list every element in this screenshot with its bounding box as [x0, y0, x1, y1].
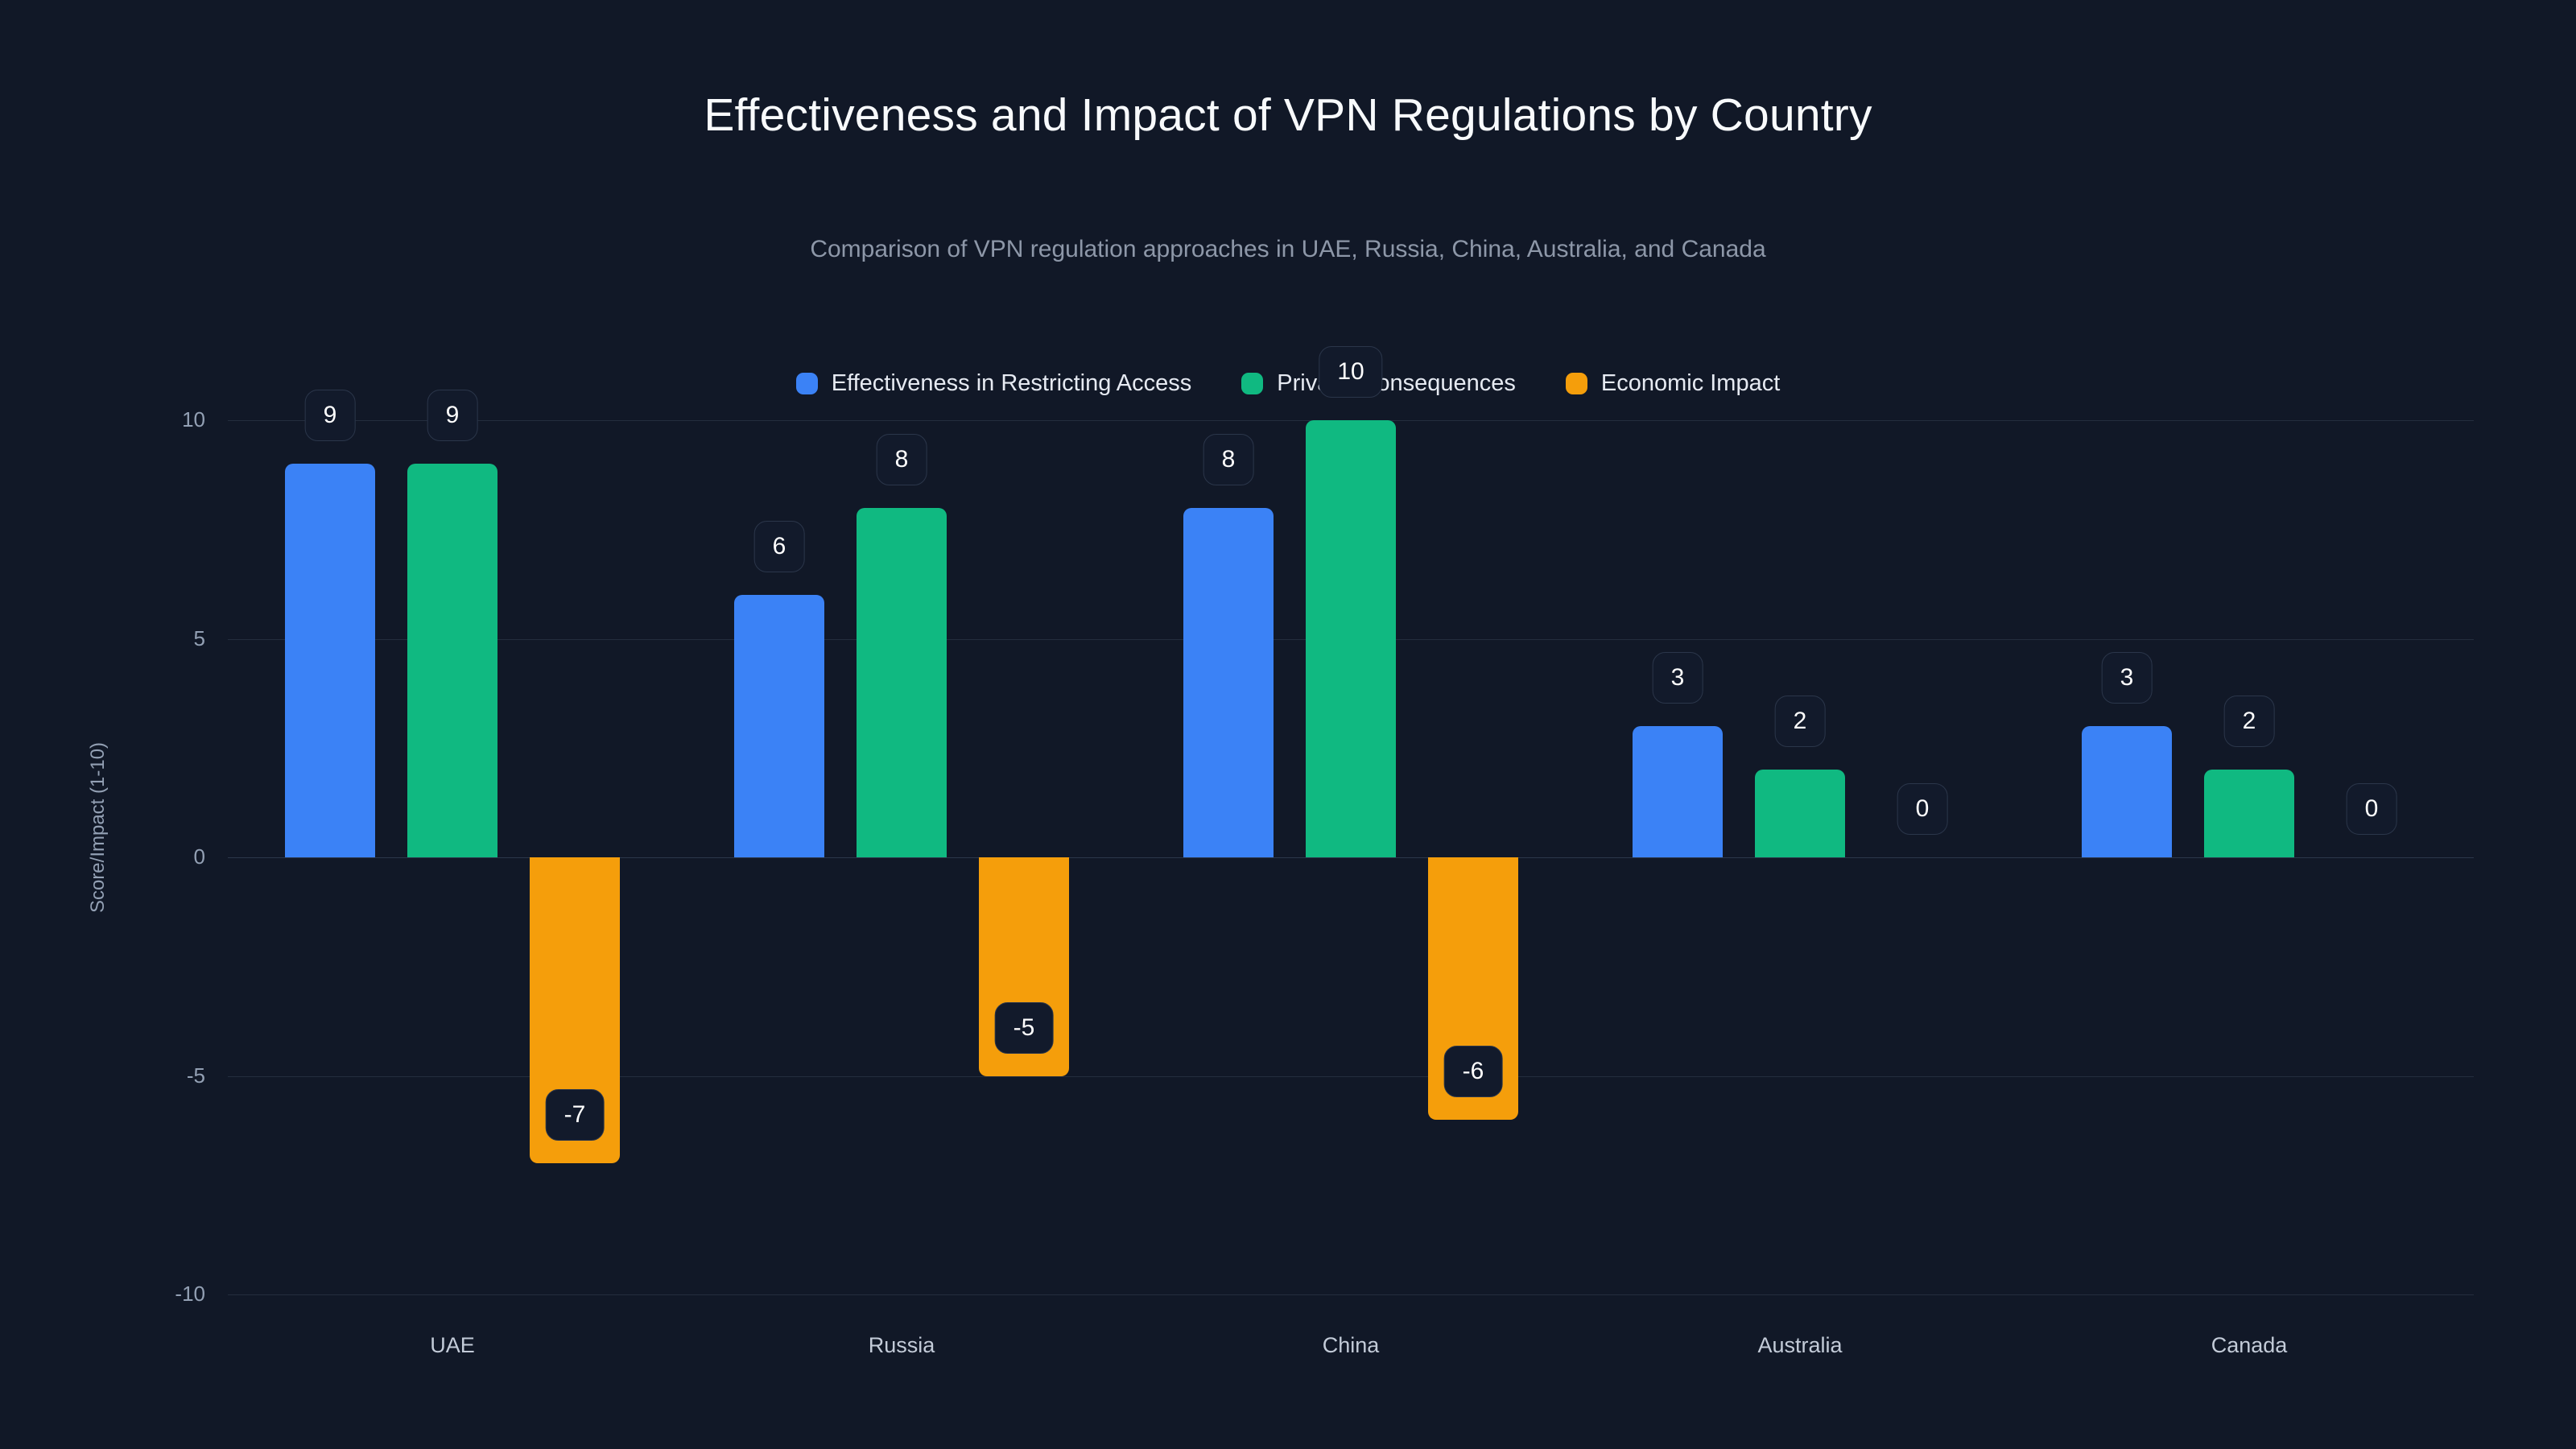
bar-value-label: 9 — [427, 390, 478, 442]
y-axis-tick-label: -10 — [175, 1282, 205, 1306]
bar-value-label: 2 — [1774, 696, 1826, 748]
bar[interactable] — [2204, 770, 2294, 857]
legend-swatch-icon — [1565, 373, 1587, 394]
y-axis-tick-label: -5 — [186, 1063, 205, 1088]
x-axis-category-label: Russia — [868, 1333, 935, 1357]
x-axis-category-label: Australia — [1757, 1333, 1843, 1357]
x-axis-category-label: Canada — [2211, 1333, 2288, 1357]
legend-label: Economic Impact — [1600, 370, 1781, 396]
chart-subtitle: Comparison of VPN regulation approaches … — [810, 236, 1766, 262]
chart-title: Effectiveness and Impact of VPN Regulati… — [704, 89, 1872, 141]
bar-value-label: 0 — [1897, 783, 1948, 835]
bar-value-label: 3 — [1652, 652, 1703, 704]
bar-value-label: -6 — [1443, 1045, 1503, 1097]
x-axis-category-label: UAE — [430, 1333, 475, 1357]
bar-value-label: 8 — [876, 433, 927, 485]
bar[interactable] — [1183, 507, 1274, 857]
legend-label: Effectiveness in Restricting Access — [831, 370, 1192, 396]
legend-item-0[interactable]: Effectiveness in Restricting Access — [795, 370, 1192, 397]
bar-value-label: 3 — [2101, 652, 2153, 704]
bar[interactable] — [1755, 770, 1845, 857]
x-axis-category-label: China — [1322, 1333, 1380, 1357]
bar[interactable] — [2082, 726, 2172, 857]
bar-value-label: -7 — [545, 1089, 605, 1141]
bar[interactable] — [734, 595, 824, 857]
bar[interactable] — [407, 464, 497, 857]
bar-value-label: 10 — [1319, 346, 1383, 398]
legend-label: Privacy Consequences — [1277, 370, 1516, 396]
legend-item-2[interactable]: Economic Impact — [1565, 370, 1781, 397]
bar[interactable] — [1633, 726, 1723, 857]
plot-area: 9 9 -7 6 8 -5 8 10 -6 3 2 0 3 2 0 — [228, 346, 2474, 1295]
legend-item-1[interactable]: Privacy Consequences — [1241, 370, 1516, 397]
chart-legend: Effectiveness in Restricting Access Priva… — [0, 370, 2576, 397]
bar-value-label: -5 — [994, 1001, 1054, 1054]
legend-swatch-icon — [1241, 373, 1264, 394]
bar-value-label: 6 — [753, 521, 805, 573]
bar[interactable] — [857, 507, 947, 857]
bar[interactable] — [285, 464, 375, 857]
bar-value-label: 8 — [1203, 433, 1254, 485]
bar[interactable] — [1306, 420, 1396, 857]
gridline — [228, 1294, 2474, 1295]
gridline — [228, 857, 2474, 858]
y-axis-title: Score/Impact (1-10) — [87, 741, 109, 914]
bar-value-label: 9 — [304, 390, 356, 442]
y-axis-tick-label: 0 — [193, 844, 205, 869]
y-axis-tick-label: 10 — [182, 407, 205, 431]
y-axis-tick-label: 5 — [193, 625, 205, 650]
legend-swatch-icon — [795, 373, 818, 394]
bar-value-label: 0 — [2346, 783, 2397, 835]
bar-value-label: 2 — [2223, 696, 2275, 748]
gridline — [228, 1075, 2474, 1077]
